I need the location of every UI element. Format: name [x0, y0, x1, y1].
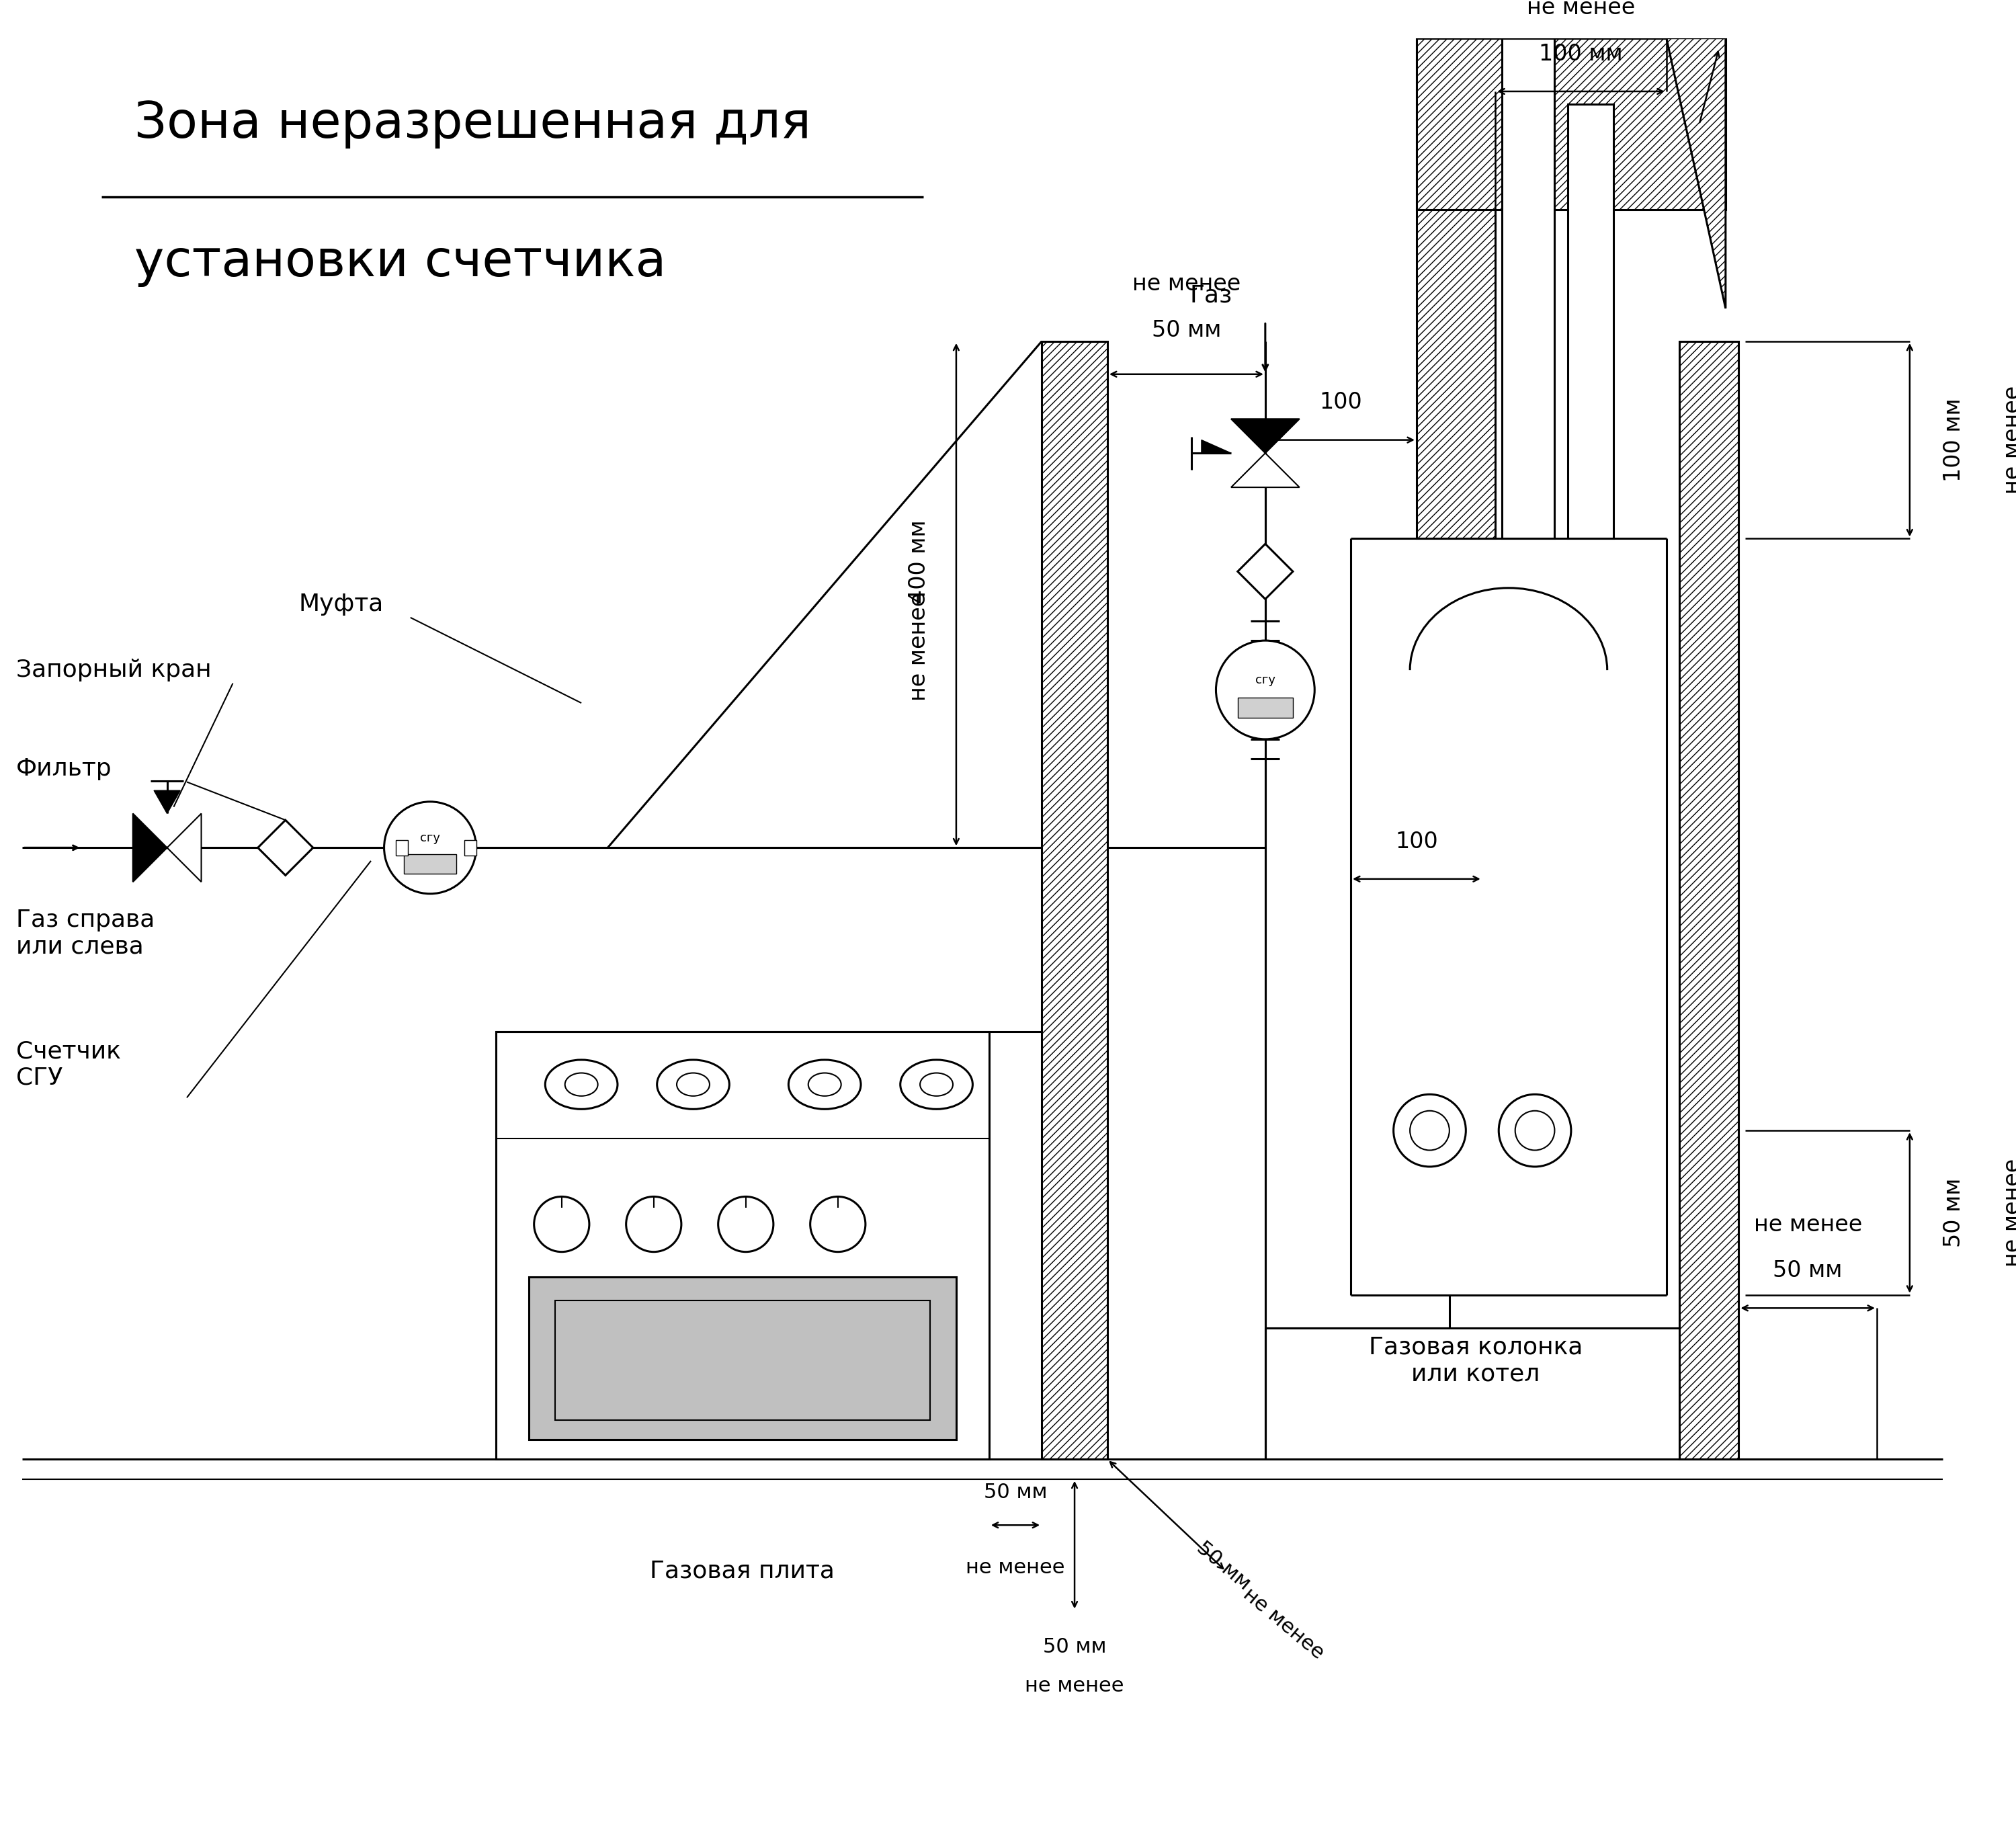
Text: Муфта: Муфта: [298, 592, 383, 616]
Bar: [528, 1277, 956, 1439]
Bar: [496, 1031, 990, 1459]
Polygon shape: [258, 820, 312, 875]
Polygon shape: [1202, 439, 1232, 454]
Text: 100: 100: [1395, 831, 1437, 853]
Text: Зона неразрешенная для: Зона неразрешенная для: [135, 100, 810, 149]
Text: установки счетчика: установки счетчика: [135, 239, 665, 286]
Circle shape: [1216, 641, 1314, 740]
Text: не менее: не менее: [1133, 273, 1240, 295]
Bar: [1679, 341, 1738, 1459]
Bar: [1568, 104, 1613, 539]
Text: 50 мм: 50 мм: [1943, 1179, 1966, 1248]
Bar: [1417, 38, 1496, 539]
Text: Запорный кран: Запорный кран: [16, 660, 212, 681]
Text: не менее: не менее: [966, 1558, 1064, 1578]
Text: 100 мм: 100 мм: [1943, 397, 1966, 481]
Bar: [1417, 38, 1726, 210]
Text: сгу: сгу: [1256, 674, 1276, 687]
Text: Газ справа
или слева: Газ справа или слева: [16, 909, 155, 958]
Text: не менее: не менее: [2002, 1159, 2016, 1266]
Circle shape: [385, 802, 476, 895]
Polygon shape: [1232, 419, 1300, 454]
Bar: [464, 840, 476, 856]
Text: 50 мм: 50 мм: [984, 1483, 1046, 1501]
Text: 100 мм: 100 мм: [1538, 44, 1623, 66]
Text: Газовая колонка
или котел: Газовая колонка или котел: [1369, 1336, 1583, 1385]
Text: не менее: не менее: [1240, 1585, 1327, 1663]
Bar: [403, 855, 456, 875]
Polygon shape: [153, 791, 179, 813]
Polygon shape: [1238, 545, 1292, 599]
Polygon shape: [1232, 454, 1300, 486]
Bar: [1502, 38, 1554, 539]
Polygon shape: [167, 813, 202, 882]
Bar: [554, 1301, 929, 1419]
Text: 50 мм: 50 мм: [1151, 319, 1222, 341]
Text: не менее: не менее: [1754, 1213, 1863, 1235]
Bar: [1042, 341, 1107, 1459]
Text: 100: 100: [1320, 392, 1363, 414]
Text: не менее: не менее: [907, 592, 929, 701]
Text: 50 мм: 50 мм: [1042, 1636, 1107, 1656]
Text: 50 мм: 50 мм: [1772, 1259, 1843, 1281]
Text: не менее: не менее: [1024, 1676, 1125, 1696]
Polygon shape: [133, 813, 167, 882]
Bar: [395, 840, 407, 856]
Polygon shape: [1667, 38, 1726, 308]
Text: не менее: не менее: [1526, 0, 1635, 18]
Text: Счетчик
СГУ: Счетчик СГУ: [16, 1040, 121, 1090]
Text: 400 мм: 400 мм: [907, 519, 929, 603]
Bar: [1238, 698, 1292, 718]
Text: сгу: сгу: [419, 833, 439, 844]
Text: Газовая плита: Газовая плита: [649, 1560, 835, 1583]
Text: не менее: не менее: [2002, 386, 2016, 494]
Text: Фильтр: Фильтр: [16, 758, 111, 780]
Text: 50 мм: 50 мм: [1193, 1538, 1254, 1594]
Text: Газ: Газ: [1189, 284, 1232, 306]
